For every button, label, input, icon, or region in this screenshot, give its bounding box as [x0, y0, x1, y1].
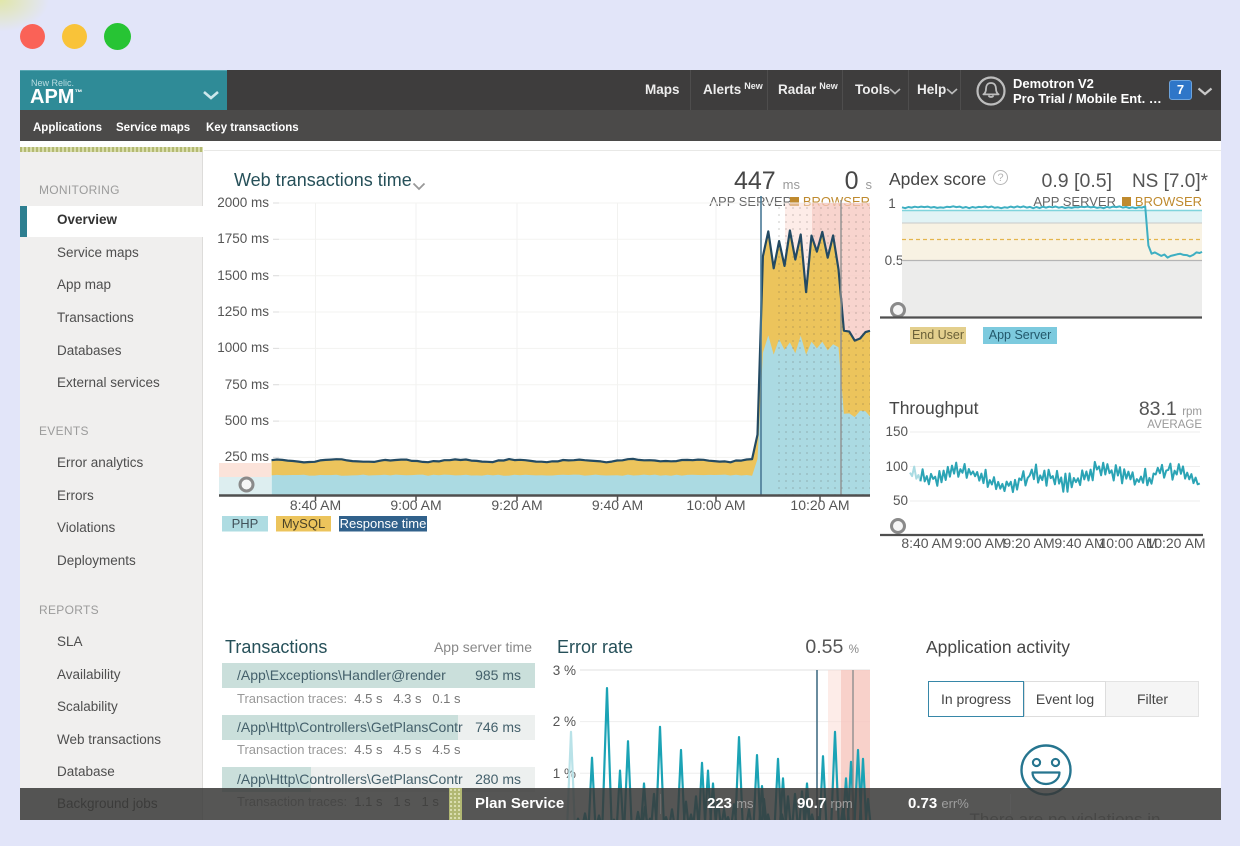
svg-text:PHP: PHP [232, 516, 259, 531]
svg-text:150: 150 [885, 424, 908, 439]
svg-text:10:00 AM: 10:00 AM [1098, 535, 1157, 550]
svg-text:1: 1 [888, 196, 896, 211]
svg-text:100: 100 [885, 459, 908, 474]
svg-text:250 ms: 250 ms [225, 449, 270, 464]
svg-text:9:00 AM: 9:00 AM [954, 535, 1005, 550]
svg-text:8:40 AM: 8:40 AM [901, 535, 952, 550]
svg-text:9:00 AM: 9:00 AM [390, 497, 441, 513]
svg-text:2000 ms: 2000 ms [217, 195, 269, 210]
svg-text:9:40 AM: 9:40 AM [1054, 535, 1105, 550]
svg-text:750 ms: 750 ms [225, 377, 270, 392]
svg-text:MySQL: MySQL [282, 516, 325, 531]
svg-text:500 ms: 500 ms [225, 413, 270, 428]
svg-text:1000 ms: 1000 ms [217, 340, 269, 355]
svg-text:1250 ms: 1250 ms [217, 304, 269, 319]
svg-text:50: 50 [893, 493, 908, 508]
svg-text:1750 ms: 1750 ms [217, 231, 269, 246]
svg-text:1500 ms: 1500 ms [217, 268, 269, 283]
svg-text:10:00 AM: 10:00 AM [686, 497, 745, 513]
svg-text:9:40 AM: 9:40 AM [592, 497, 643, 513]
svg-text:Response time: Response time [340, 516, 427, 531]
svg-text:2 %: 2 % [553, 714, 576, 729]
svg-text:8:40 AM: 8:40 AM [290, 497, 341, 513]
svg-text:9:20 AM: 9:20 AM [1003, 535, 1054, 550]
svg-text:10:20 AM: 10:20 AM [1146, 535, 1205, 550]
svg-text:3 %: 3 % [553, 663, 576, 678]
svg-text:10:20 AM: 10:20 AM [790, 497, 849, 513]
svg-text:9:20 AM: 9:20 AM [491, 497, 542, 513]
svg-text:0.5: 0.5 [885, 253, 904, 268]
